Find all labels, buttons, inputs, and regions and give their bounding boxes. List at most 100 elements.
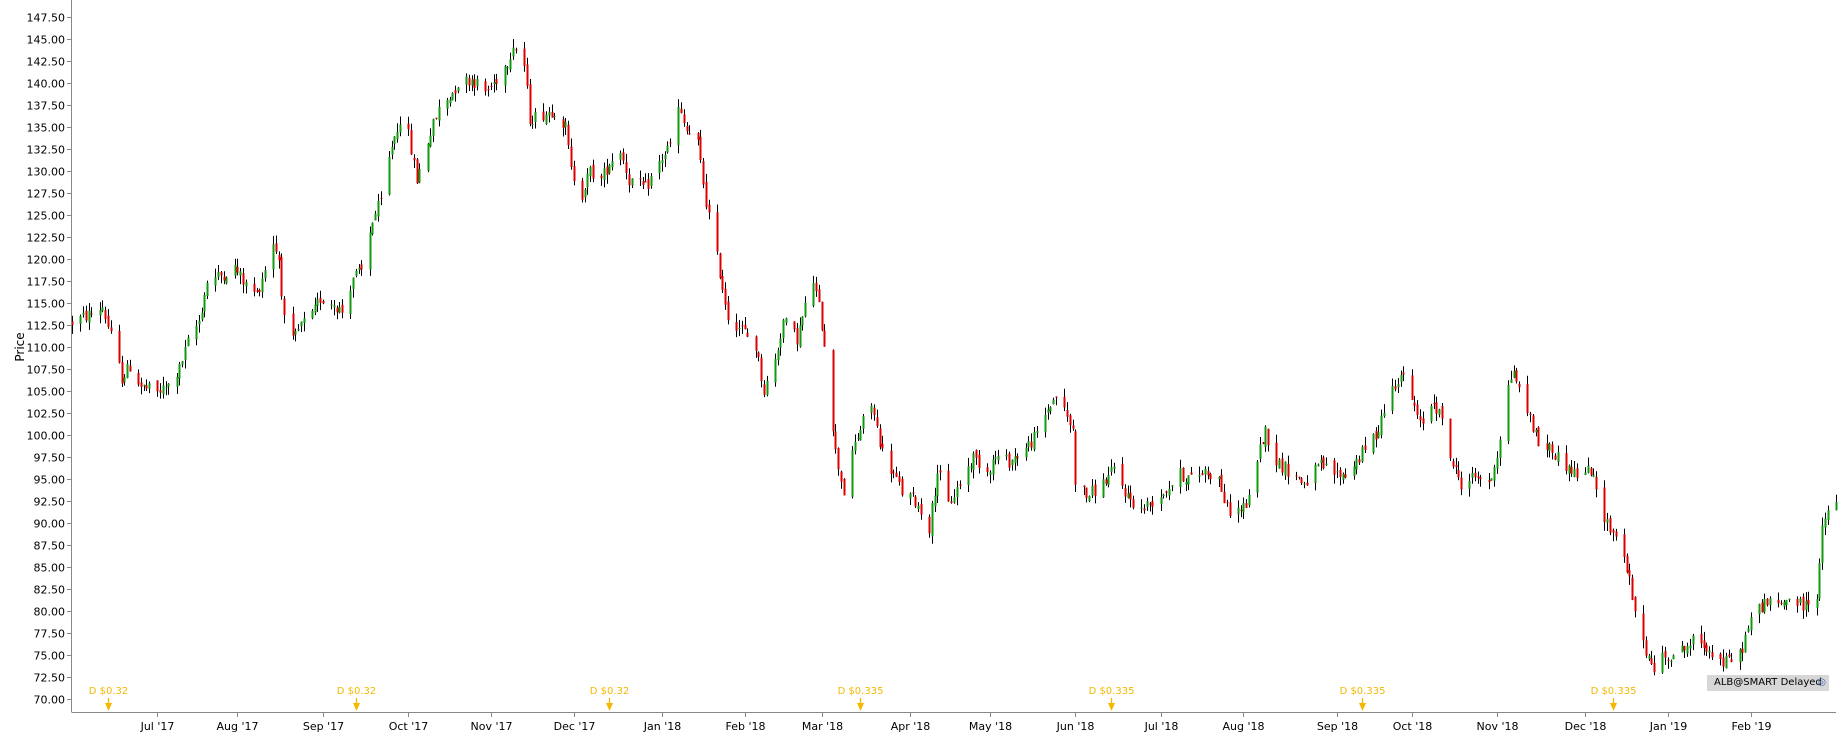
candle-body <box>1201 473 1204 475</box>
candle-body <box>1402 372 1405 375</box>
candle <box>1648 653 1651 661</box>
candle <box>176 373 179 394</box>
y-tick-label: 82.50 <box>34 584 66 597</box>
candle-body <box>352 277 355 289</box>
candle <box>741 320 744 335</box>
candle <box>1207 466 1210 480</box>
candle <box>341 299 344 319</box>
candle-body <box>140 382 143 387</box>
candle-body <box>1452 460 1455 467</box>
candle <box>1168 480 1171 501</box>
y-tick-label: 130.00 <box>27 166 66 179</box>
candle-body <box>1692 635 1695 645</box>
candle <box>912 486 915 497</box>
candle-body <box>1091 485 1094 496</box>
candle-body <box>1325 463 1328 466</box>
candle <box>374 210 377 221</box>
candle <box>1008 451 1011 471</box>
candle <box>801 316 804 331</box>
candle <box>812 275 815 308</box>
candle <box>857 433 860 442</box>
candle-body <box>1066 410 1069 417</box>
candle <box>1240 505 1243 518</box>
candle-body <box>1477 476 1480 478</box>
candle-body <box>314 304 317 313</box>
candle <box>493 74 496 93</box>
candle-body <box>774 358 777 383</box>
y-tick-label: 107.50 <box>27 364 66 377</box>
candle <box>779 333 782 356</box>
candle <box>584 188 587 203</box>
candle <box>1094 479 1097 504</box>
candle-body <box>1303 483 1306 485</box>
candle <box>1433 394 1436 410</box>
candle <box>1044 407 1047 438</box>
candle-body <box>369 232 372 270</box>
candle-body <box>551 111 554 118</box>
candle-body <box>203 295 206 312</box>
candle-body <box>145 385 148 389</box>
candle <box>311 308 314 320</box>
candle <box>1780 600 1783 606</box>
candle-body <box>592 164 595 179</box>
candle-body <box>1741 648 1744 653</box>
candle <box>1603 480 1606 531</box>
candle <box>1430 403 1433 424</box>
candle <box>1532 414 1535 433</box>
candle-body <box>454 90 457 94</box>
candle <box>738 319 741 337</box>
candle-body <box>545 114 548 124</box>
candle-body <box>355 270 358 276</box>
y-tick-label: 97.50 <box>34 452 66 465</box>
candle <box>1725 652 1728 669</box>
candle-body <box>1127 493 1130 499</box>
candle-body <box>509 59 512 70</box>
candle-body <box>1761 602 1764 613</box>
candle <box>1747 625 1750 633</box>
candle <box>1551 441 1554 460</box>
candle-body <box>438 106 441 121</box>
candle <box>195 320 198 346</box>
candle <box>1267 428 1270 452</box>
candle-body <box>1383 412 1386 417</box>
candle <box>553 113 556 120</box>
candle <box>206 280 209 299</box>
candle <box>1816 594 1819 616</box>
candle-body <box>1149 503 1152 505</box>
candle-body <box>322 301 325 304</box>
dividend-label: D $0.32 <box>590 686 630 697</box>
candle-body <box>777 350 780 361</box>
candle-body <box>1113 466 1116 469</box>
candle <box>1201 470 1204 476</box>
y-tick-label: 145.00 <box>27 34 66 47</box>
candle <box>1807 591 1810 613</box>
candle-body <box>1083 485 1086 488</box>
candle <box>959 480 962 490</box>
candle-body <box>1027 441 1030 447</box>
candle <box>551 104 554 118</box>
candle <box>956 480 959 506</box>
candle-body <box>272 244 275 270</box>
x-tick-label: Dec '17 <box>554 720 596 733</box>
candle <box>702 157 705 189</box>
y-tick-label: 77.50 <box>34 628 66 641</box>
candle <box>534 108 537 129</box>
candle-body <box>1069 415 1072 426</box>
candle-body <box>110 327 113 332</box>
candle <box>840 470 843 489</box>
candle-body <box>1554 455 1557 460</box>
candle <box>1066 402 1069 422</box>
candle-body <box>542 111 545 121</box>
candle-body <box>832 350 835 432</box>
candle-body <box>1259 444 1262 459</box>
candle-body <box>214 277 217 286</box>
candle-body <box>755 336 758 351</box>
candle-body <box>1623 534 1626 558</box>
candle <box>278 251 281 269</box>
candle-body <box>104 309 107 320</box>
candle <box>785 317 788 326</box>
candle <box>721 269 724 294</box>
candle <box>217 265 220 280</box>
x-tick-label: Nov '17 <box>471 720 513 733</box>
y-tick-label: 142.50 <box>27 56 66 69</box>
